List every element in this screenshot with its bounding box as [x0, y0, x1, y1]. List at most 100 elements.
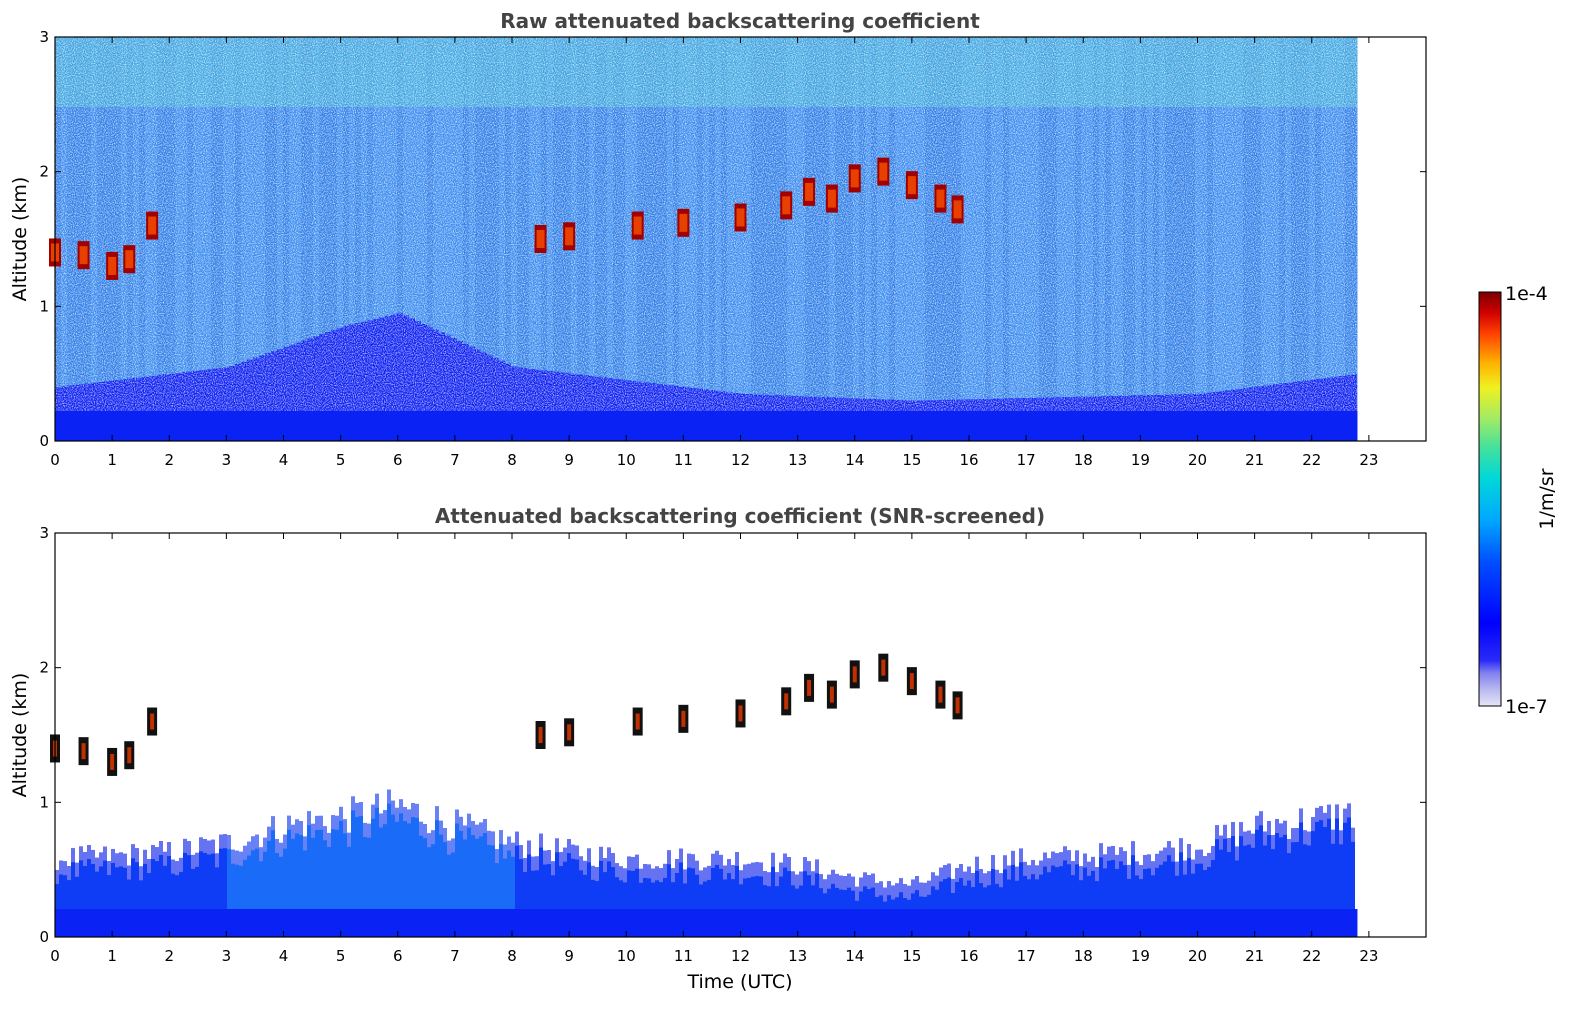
screened-column — [1131, 841, 1135, 937]
screened-column — [1143, 855, 1147, 937]
screened-column-edge — [1055, 853, 1059, 868]
screened-column-edge — [783, 853, 787, 868]
x-tick-label: 10 — [617, 451, 636, 469]
x-tick-label: 15 — [902, 451, 921, 469]
screened-column — [75, 862, 79, 937]
raw-cloud-core — [736, 208, 745, 227]
screened-column-edge — [931, 872, 935, 887]
screened-column-edge — [1095, 867, 1099, 882]
screened-column — [1071, 861, 1075, 937]
x-tick-label: 19 — [1131, 451, 1150, 469]
screened-column-edge — [299, 821, 303, 836]
screened-column — [1283, 820, 1287, 937]
raw-cloud-core — [907, 176, 916, 195]
screened-column — [699, 870, 703, 937]
screened-column — [103, 846, 107, 937]
screened-column-edge — [271, 816, 275, 831]
x-tick-label: 12 — [731, 451, 750, 469]
screened-cloud-core — [829, 686, 834, 703]
screened-column — [783, 853, 787, 937]
screened-column-edge — [1231, 822, 1235, 837]
screened-column — [723, 865, 727, 937]
screened-cloud-core — [881, 659, 886, 676]
screened-column — [395, 807, 399, 937]
screened-column — [371, 804, 375, 937]
screened-column-edge — [291, 824, 295, 839]
screened-column — [227, 835, 231, 937]
screened-column — [667, 850, 671, 937]
y-tick-label: 2 — [39, 659, 49, 677]
screened-column — [303, 836, 307, 937]
screened-column-edge — [387, 789, 391, 804]
x-tick-label: 5 — [336, 451, 346, 469]
screened-column-edge — [963, 871, 967, 886]
screened-column-edge — [1279, 823, 1283, 838]
screened-column-edge — [855, 886, 859, 901]
screened-column-edge — [99, 852, 103, 867]
screened-column — [295, 819, 299, 937]
panel-raw: Raw attenuated backscattering coefficien… — [9, 9, 1427, 469]
screened-column — [467, 813, 471, 937]
screened-column — [391, 800, 395, 937]
screened-column-edge — [1091, 856, 1095, 871]
screened-column — [1147, 854, 1151, 937]
screened-column-edge — [1259, 811, 1263, 826]
screened-column-edge — [619, 866, 623, 881]
screened-column — [1299, 808, 1303, 937]
x-tick-label: 13 — [788, 451, 807, 469]
screened-column — [1087, 861, 1091, 937]
screened-column — [375, 793, 379, 937]
screened-column — [899, 878, 903, 937]
screened-column — [1235, 846, 1239, 937]
screened-column-edge — [631, 856, 635, 871]
screened-cloud-core — [955, 697, 960, 714]
screened-column — [511, 842, 515, 937]
screened-column-edge — [723, 865, 727, 880]
screened-column-edge — [415, 803, 419, 818]
screened-column — [159, 841, 163, 937]
screened-column-edge — [915, 876, 919, 891]
screened-column-edge — [1031, 860, 1035, 875]
screened-column-edge — [223, 834, 227, 849]
screened-column — [291, 824, 295, 937]
screened-column-edge — [431, 830, 435, 845]
x-tick-label: 6 — [393, 947, 403, 965]
screened-column-edge — [575, 845, 579, 860]
y-tick-label: 3 — [39, 28, 49, 46]
screened-column-edge — [1127, 864, 1131, 879]
screened-column-edge — [1147, 854, 1151, 869]
screened-column-edge — [711, 853, 715, 868]
screened-column — [1139, 865, 1143, 937]
screened-column — [599, 846, 603, 937]
x-tick-label: 8 — [507, 451, 517, 469]
screened-cloud-core — [81, 743, 86, 760]
screened-column — [387, 789, 391, 937]
screened-column — [1175, 861, 1179, 937]
screened-column — [1271, 835, 1275, 937]
screened-column — [1315, 807, 1319, 937]
screened-column — [1307, 831, 1311, 937]
screened-column-edge — [1151, 861, 1155, 876]
screened-column-edge — [1291, 828, 1295, 843]
screened-column-edge — [1087, 861, 1091, 876]
screened-column-edge — [851, 876, 855, 891]
screened-cloud-core — [127, 747, 132, 764]
screened-column — [339, 806, 343, 937]
screened-column — [1183, 860, 1187, 937]
screened-surface-layer — [55, 909, 1358, 937]
screened-column-edge — [55, 869, 59, 884]
screened-column-edge — [75, 862, 79, 877]
screened-column — [327, 832, 331, 937]
screened-column-edge — [423, 824, 427, 839]
screened-column — [1227, 838, 1231, 937]
screened-column — [707, 865, 711, 937]
screened-column — [851, 876, 855, 937]
screened-column — [1199, 849, 1203, 937]
screened-column-edge — [879, 881, 883, 896]
screened-column — [267, 826, 271, 937]
screened-column — [691, 854, 695, 937]
screened-column — [1067, 850, 1071, 937]
screened-column-edge — [95, 857, 99, 872]
screened-column — [791, 871, 795, 937]
